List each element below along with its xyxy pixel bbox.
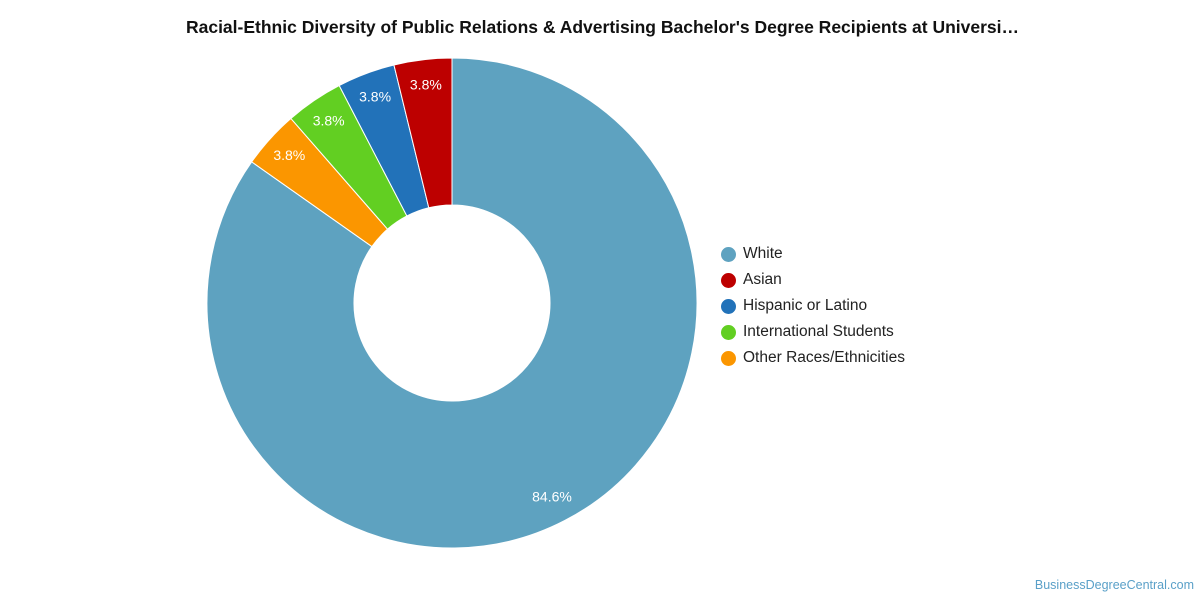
legend-item-international-students[interactable]: International Students bbox=[721, 319, 905, 345]
legend-label: Hispanic or Latino bbox=[743, 297, 868, 314]
legend-label: Other Races/Ethnicities bbox=[743, 349, 905, 366]
legend-swatch bbox=[721, 350, 736, 366]
slice-label: 3.8% bbox=[359, 89, 391, 105]
legend-item-white[interactable]: White bbox=[721, 241, 905, 267]
legend-label: International Students bbox=[743, 323, 894, 340]
chart-title: Racial-Ethnic Diversity of Public Relati… bbox=[185, 17, 1020, 37]
source-credit-link[interactable]: BusinessDegreeCentral.com bbox=[1034, 578, 1194, 592]
legend-label: White bbox=[743, 245, 783, 262]
slice-label: 3.8% bbox=[313, 113, 345, 129]
slice-label: 3.8% bbox=[410, 76, 442, 92]
legend: White Asian Hispanic or Latino Internati… bbox=[721, 241, 905, 371]
legend-label: Asian bbox=[743, 271, 782, 288]
legend-swatch bbox=[721, 272, 736, 288]
slice-label: 84.6% bbox=[532, 489, 572, 505]
legend-swatch bbox=[721, 246, 736, 262]
legend-swatch bbox=[721, 324, 736, 340]
legend-item-asian[interactable]: Asian bbox=[721, 267, 905, 293]
slice-label: 3.8% bbox=[273, 147, 305, 163]
legend-swatch bbox=[721, 298, 736, 314]
legend-item-hispanic-or-latino[interactable]: Hispanic or Latino bbox=[721, 293, 905, 319]
slice-white[interactable] bbox=[206, 57, 698, 549]
slice-asian[interactable] bbox=[393, 57, 453, 209]
legend-item-other-races-ethnicities[interactable]: Other Races/Ethnicities bbox=[721, 345, 905, 371]
